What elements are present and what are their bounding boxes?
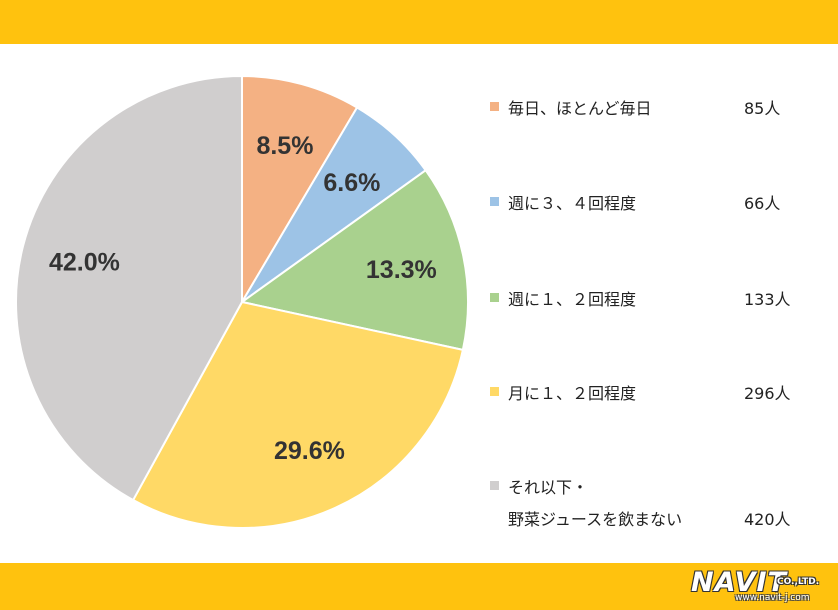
data-label: 6.6% (323, 169, 380, 197)
legend-swatch (490, 481, 499, 490)
legend-count: 133人 (744, 290, 791, 309)
legend-label-line1: それ以下・ (508, 478, 589, 497)
top-banner (0, 0, 838, 44)
slice-less-or-never (15, 74, 243, 502)
legend-count: 420人 (744, 510, 791, 529)
legend-count: 66人 (744, 194, 781, 213)
bottom-banner (0, 563, 838, 610)
navit-logo: NAVIT CO.,LTD. www.navit-j.com (691, 567, 831, 607)
data-label: 13.3% (366, 256, 437, 284)
slice-daily (241, 74, 359, 306)
data-label: 29.6% (274, 437, 345, 465)
logo-url: www.navit-j.com (735, 593, 810, 603)
legend-label: 週に１、２回程度 (508, 290, 637, 309)
slice-1-2-weekly (239, 168, 469, 352)
pie-chart: 8.5% 6.6% 13.3% 29.6% 42.0% (15, 74, 469, 529)
legend-label: 週に３、４回程度 (508, 194, 637, 213)
slice-1-2-monthly (131, 300, 465, 529)
legend-count: 296人 (744, 384, 791, 403)
logo-name: NAVIT (691, 567, 788, 598)
logo-suffix: CO.,LTD. (777, 577, 820, 587)
legend-swatch (490, 293, 499, 302)
legend-count: 85人 (744, 99, 781, 118)
data-label: 8.5% (256, 132, 313, 160)
legend-swatch (490, 197, 499, 206)
legend-label-line2: 野菜ジュースを飲まない (508, 510, 683, 529)
data-label: 42.0% (49, 249, 120, 277)
legend-swatch (490, 387, 499, 396)
legend-label: 毎日、ほとんど毎日 (508, 99, 652, 118)
legend-label: 月に１、２回程度 (508, 384, 637, 403)
legend-swatch (490, 102, 499, 111)
